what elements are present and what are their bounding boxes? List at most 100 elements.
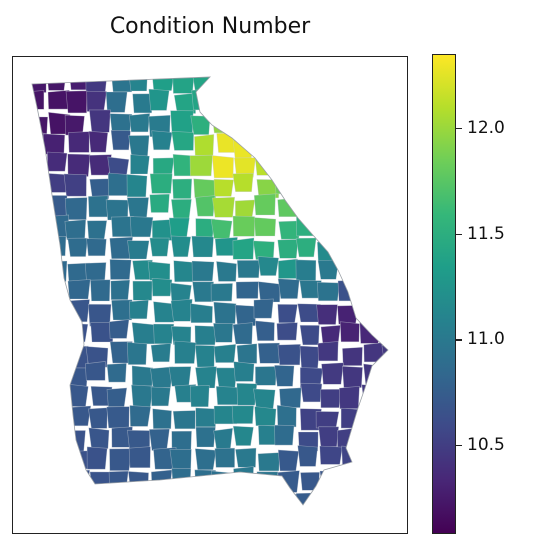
county bbox=[253, 217, 277, 237]
county bbox=[192, 281, 214, 303]
county bbox=[32, 216, 49, 238]
county bbox=[381, 77, 388, 93]
county bbox=[232, 237, 255, 260]
county bbox=[213, 178, 234, 197]
county bbox=[32, 153, 47, 173]
county bbox=[339, 155, 360, 173]
county bbox=[358, 278, 383, 299]
county bbox=[189, 154, 213, 177]
county bbox=[382, 174, 388, 196]
county bbox=[131, 322, 156, 345]
county bbox=[215, 367, 238, 389]
county bbox=[315, 193, 340, 214]
county bbox=[170, 198, 192, 221]
county bbox=[127, 240, 150, 260]
county bbox=[150, 386, 171, 407]
colorbar bbox=[432, 54, 456, 534]
county bbox=[153, 301, 175, 323]
county bbox=[149, 237, 170, 257]
county bbox=[43, 235, 67, 257]
colorbar-tick-mark bbox=[456, 128, 462, 130]
county bbox=[153, 509, 173, 528]
county bbox=[358, 215, 381, 235]
county bbox=[233, 361, 255, 382]
county bbox=[380, 467, 388, 488]
county bbox=[363, 488, 386, 505]
choropleth-map bbox=[31, 76, 389, 533]
county bbox=[42, 133, 66, 155]
colorbar-tick-mark bbox=[456, 339, 462, 341]
county bbox=[32, 346, 47, 367]
county bbox=[253, 298, 274, 319]
county bbox=[106, 362, 127, 383]
county bbox=[172, 178, 193, 199]
county bbox=[132, 93, 153, 114]
county bbox=[316, 109, 338, 130]
county bbox=[257, 452, 281, 472]
county bbox=[319, 77, 339, 94]
county bbox=[194, 325, 217, 346]
county bbox=[213, 322, 234, 343]
county bbox=[232, 215, 256, 237]
county bbox=[315, 152, 338, 172]
county bbox=[88, 130, 109, 153]
county bbox=[172, 410, 196, 430]
county bbox=[277, 449, 300, 472]
county bbox=[378, 303, 388, 322]
county bbox=[127, 489, 151, 505]
county bbox=[191, 260, 215, 282]
colorbar-tick-mark bbox=[456, 445, 462, 447]
county bbox=[190, 115, 211, 135]
county bbox=[191, 88, 215, 111]
county bbox=[274, 136, 296, 159]
county bbox=[316, 134, 339, 157]
county bbox=[129, 405, 152, 427]
county bbox=[296, 130, 319, 152]
county bbox=[109, 448, 133, 471]
county bbox=[107, 515, 126, 533]
county bbox=[43, 468, 68, 490]
county bbox=[358, 93, 382, 115]
county bbox=[32, 279, 45, 301]
county bbox=[65, 90, 88, 114]
county bbox=[362, 174, 387, 197]
county bbox=[194, 448, 217, 471]
county bbox=[67, 131, 90, 153]
county bbox=[234, 304, 257, 327]
county bbox=[232, 490, 254, 505]
county bbox=[236, 382, 258, 406]
county bbox=[299, 154, 323, 174]
county bbox=[296, 114, 317, 134]
county bbox=[257, 511, 277, 530]
county-cells bbox=[32, 77, 388, 533]
county bbox=[106, 406, 130, 429]
county bbox=[321, 511, 341, 531]
county bbox=[129, 216, 154, 238]
county bbox=[32, 448, 49, 470]
county bbox=[360, 261, 383, 283]
county bbox=[235, 281, 259, 299]
county bbox=[171, 491, 192, 505]
county bbox=[253, 492, 275, 505]
county bbox=[257, 256, 280, 276]
county bbox=[257, 342, 280, 364]
county bbox=[336, 490, 358, 505]
county bbox=[339, 321, 360, 343]
county bbox=[111, 299, 133, 321]
county bbox=[128, 135, 150, 157]
county bbox=[68, 469, 91, 490]
county bbox=[277, 239, 299, 259]
county bbox=[129, 299, 149, 320]
county bbox=[189, 385, 210, 408]
county bbox=[257, 111, 280, 132]
county bbox=[254, 366, 278, 386]
county bbox=[105, 91, 128, 113]
county bbox=[195, 407, 217, 428]
county bbox=[274, 364, 295, 387]
county bbox=[87, 195, 109, 218]
county bbox=[275, 152, 296, 174]
county bbox=[153, 323, 175, 345]
chart-title: Condition Number bbox=[109, 14, 311, 39]
county bbox=[126, 174, 148, 198]
county bbox=[236, 259, 261, 279]
